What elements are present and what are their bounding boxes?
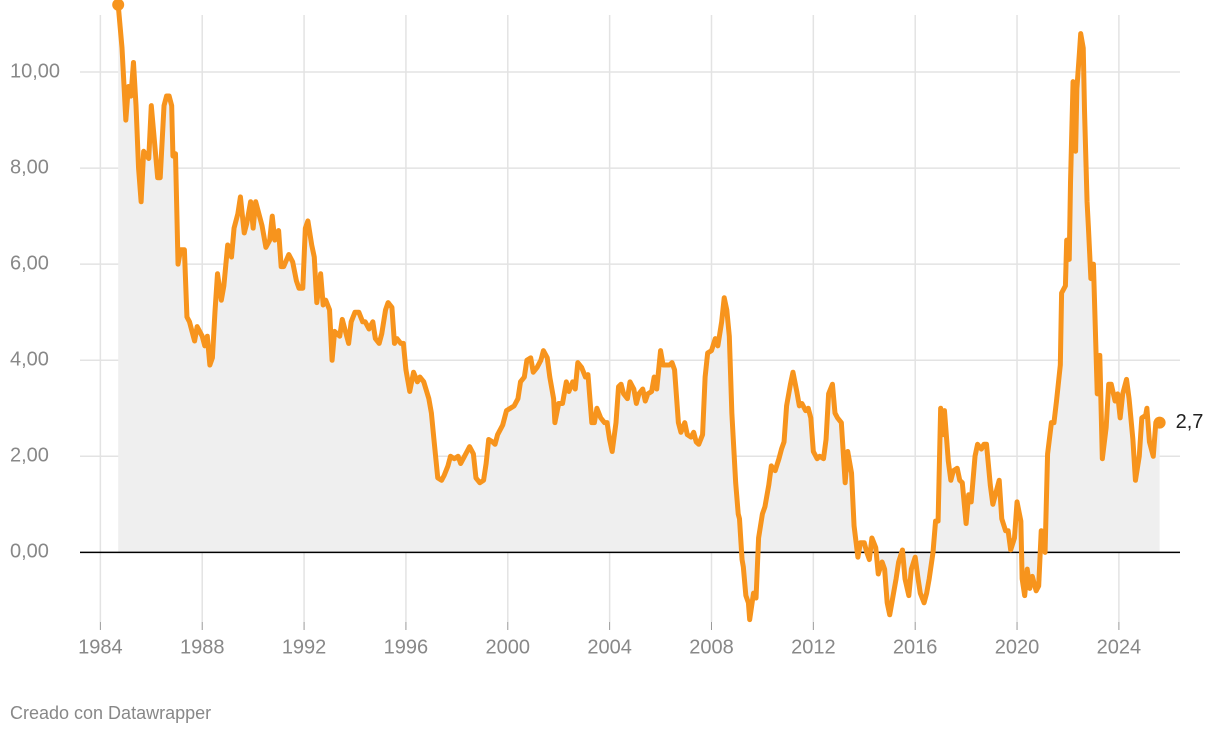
y-tick-label: 4,00	[10, 349, 49, 371]
plot-area: 2,7	[80, 0, 1204, 623]
y-tick-label: 0,00	[10, 541, 49, 563]
x-tick-label: 1992	[282, 636, 327, 658]
y-tick-label: 8,00	[10, 156, 49, 178]
x-tick-label: 2000	[486, 636, 531, 658]
x-tick-label: 2008	[689, 636, 734, 658]
y-tick-label: 2,00	[10, 445, 49, 467]
x-tick-label: 1984	[78, 636, 123, 658]
axes: 0,00 2,00 4,00 6,00 8,00 10,00 1984 1988 1992 199…	[10, 60, 1141, 658]
end-value-label: 2,7	[1176, 411, 1204, 433]
x-tick-label: 2004	[587, 636, 632, 658]
area	[118, 4, 1160, 620]
x-tick-label: 1996	[384, 636, 429, 658]
x-tick-label: 1988	[180, 636, 225, 658]
start-point	[112, 0, 125, 11]
footer: Creado con Datawrapper	[10, 703, 211, 723]
line	[115, 2, 1163, 623]
x-tick-label: 2016	[893, 636, 938, 658]
y-tick-label: 6,00	[10, 252, 49, 274]
x-tick-label: 2024	[1097, 636, 1142, 658]
end-point	[1153, 416, 1166, 429]
y-tick-label: 10,00	[10, 60, 60, 82]
x-tick-label: 2020	[995, 636, 1040, 658]
x-tick-label: 2012	[791, 636, 836, 658]
